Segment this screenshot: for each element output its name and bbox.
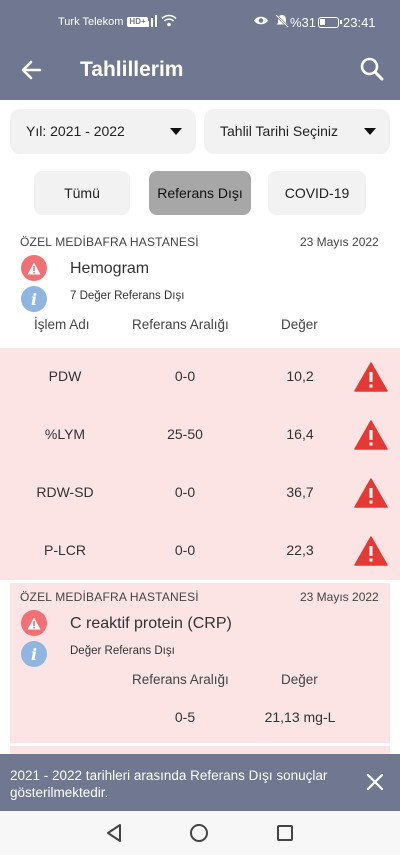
close-icon[interactable] [364,771,386,793]
column-header-value: Değer [281,317,318,332]
warning-icon [354,420,388,450]
tab-covid[interactable]: COVID-19 [268,171,366,215]
test-subtitle: Değer Referans Dışı [70,645,175,657]
warning-icon [21,610,47,636]
snackbar: 2021 - 2022 tarihleri arasında Referans … [0,754,400,811]
status-bar: Turk Telekom HD+ %31 23:41 [0,0,400,40]
eye-icon [254,16,268,25]
row-range: 25-50 [167,426,203,442]
row-value: 21,13 mg-L [264,709,336,725]
nav-recents-icon[interactable] [277,825,293,841]
date-dropdown-label: Tahlil Tarihi Seçiniz [220,123,339,139]
row-value: 10,2 [286,368,314,384]
table-row[interactable]: P-LCR 0-0 22,3 [0,522,400,580]
result-card[interactable]: ÖZEL MEDİBAFRA HASTANESİ 23 Mayıs 2022 C… [10,583,390,743]
bell-off-icon [275,14,289,28]
tab-out-of-reference[interactable]: Referans Dışı [149,171,251,215]
search-icon[interactable] [358,55,386,83]
warning-icon [21,255,47,281]
snackbar-message: 2021 - 2022 tarihleri arasında Referans … [10,768,328,800]
warning-icon [354,536,388,566]
warning-icon [354,478,388,508]
signal-icon [143,15,157,27]
row-name: P-LCR [43,542,86,558]
arrow-left-icon[interactable] [18,56,46,84]
clock: 23:41 [343,15,376,30]
info-icon: i [21,286,47,312]
page-title: Tahlillerim [80,58,184,81]
column-header-name: İşlem Adı [34,317,90,332]
row-name: %LYM [44,426,86,442]
nav-home-icon[interactable] [190,824,208,842]
test-subtitle: 7 Değer Referans Dışı [70,290,185,302]
info-icon: i [21,641,47,667]
table-row[interactable]: %LYM 25-50 16,4 [0,406,400,464]
date-dropdown[interactable]: Tahlil Tarihi Seçiniz [204,109,390,154]
out-of-range-table: PDW 0-0 10,2 %LYM 25-50 16,4 RDW-SD 0-0 … [0,348,400,580]
row-value: 22,3 [286,542,314,558]
row-value: 36,7 [286,484,314,500]
result-date: 23 Mayıs 2022 [300,235,379,249]
row-range: 0-5 [174,709,196,725]
warning-icon [354,362,388,392]
carrier: Turk Telekom HD+ [58,16,148,28]
network-badge: HD+ [127,17,148,27]
result-date: 23 Mayıs 2022 [300,590,379,604]
system-nav-bar [0,811,400,855]
carrier-name: Turk Telekom [58,16,124,28]
table-row[interactable]: RDW-SD 0-0 36,7 [0,464,400,522]
result-card-partial [10,746,390,756]
dropdown-arrow-icon [364,128,376,135]
column-header-range: Referans Aralığı [132,672,229,687]
row-name: RDW-SD [36,484,94,500]
row-name: PDW [48,368,82,384]
test-name: C reaktif protein (CRP) [70,615,232,632]
hospital-name: ÖZEL MEDİBAFRA HASTANESİ [20,590,199,604]
year-dropdown[interactable]: Yıl: 2021 - 2022 [10,109,196,154]
column-header-value: Değer [281,672,318,687]
app-bar: Tahlillerim [0,40,400,100]
row-value: 16,4 [286,426,314,442]
battery-percent: %31 [290,15,317,30]
row-range: 0-0 [174,542,196,558]
year-dropdown-label: Yıl: 2021 - 2022 [26,123,125,139]
row-range: 0-0 [174,368,196,384]
row-range: 0-0 [174,484,196,500]
column-header-range: Referans Aralığı [132,317,229,332]
test-name[interactable]: Hemogram [70,260,150,277]
wifi-icon [161,14,177,27]
tab-all[interactable]: Tümü [34,171,130,215]
hospital-name: ÖZEL MEDİBAFRA HASTANESİ [20,235,199,249]
table-row[interactable]: PDW 0-0 10,2 [0,348,400,406]
battery-icon [318,17,342,28]
dropdown-arrow-icon [170,128,182,135]
nav-back-icon[interactable] [105,823,123,843]
